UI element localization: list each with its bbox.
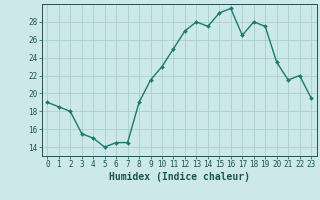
X-axis label: Humidex (Indice chaleur): Humidex (Indice chaleur) (109, 172, 250, 182)
